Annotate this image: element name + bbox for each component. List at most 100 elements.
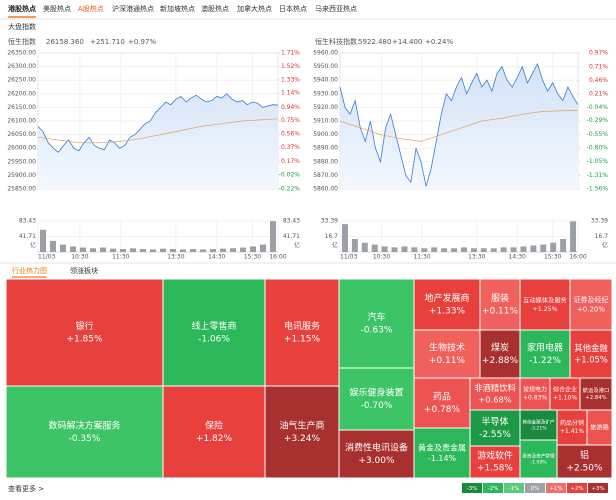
index-name: 恒生科技指数 <box>315 37 357 46</box>
tile-bg <box>569 278 613 331</box>
tile-name: 电讯服务 <box>284 320 320 332</box>
heat-tile[interactable]: 其他金属及矿产-3.21% <box>519 409 558 441</box>
tile-name: 证券及经纪 <box>574 295 609 304</box>
heat-tile[interactable]: 常规电力+0.83% <box>519 377 551 411</box>
heat-tile[interactable]: 黄金及贵金属 -1.14% <box>413 427 471 479</box>
y2-tick-label: 1.14% <box>281 90 300 97</box>
heat-tile[interactable]: 消费性电讯设备 +3.00% <box>338 429 415 479</box>
heat-tile[interactable]: 汽车 -0.63% <box>338 278 415 369</box>
y2-tick-label: 0.97% <box>589 50 608 57</box>
x-tick-label: 14:30 <box>509 254 526 261</box>
tile-bg <box>556 409 588 446</box>
series-line <box>37 118 279 144</box>
y-tick-label: 26200.00 <box>7 90 36 97</box>
heatmap-tab[interactable]: 领涨板块 <box>70 266 98 275</box>
y-tick-label: 5940.00 <box>313 77 338 84</box>
tile-change: +1.33% <box>429 306 466 316</box>
tile-name: 旅游路 <box>590 423 609 432</box>
index-change: +251.710 <box>90 38 125 46</box>
index-change: +14.400 <box>392 38 422 46</box>
tile-bg <box>469 377 521 411</box>
tile-bg <box>5 278 164 387</box>
y2-tick-label: -1.31% <box>587 172 609 179</box>
tile-bg <box>413 329 481 379</box>
heat-tile[interactable]: 电讯服务 +1.15% <box>264 278 340 387</box>
tile-name: 油气生产商 <box>279 420 324 432</box>
legend-swatch <box>483 483 503 493</box>
heat-tile[interactable]: 地产发展商 +1.33% <box>413 278 481 331</box>
index-price: 26158.360 <box>46 38 84 46</box>
x-tick-label: 14:30 <box>208 254 225 261</box>
tile-name: 综合企业 <box>553 386 577 394</box>
tab[interactable]: 美股热点 <box>43 4 71 13</box>
y2-tick-label: -0.22% <box>279 186 301 193</box>
heat-tile[interactable]: 数码解决方案服务 -0.35% <box>5 385 164 479</box>
tile-change: -0.35% <box>69 434 101 444</box>
heat-tile[interactable]: 航运及港口+2.84% <box>579 377 613 411</box>
x-tick-label: 16:00 <box>569 254 586 261</box>
heat-tile[interactable]: 投资及资产管理-1.09% <box>519 439 558 479</box>
heat-tile[interactable]: 油气生产商 +3.24% <box>264 385 340 479</box>
heat-tile[interactable]: 生物技术 +0.11% <box>413 329 481 379</box>
footer-link[interactable]: 查看更多 > <box>8 484 44 493</box>
x-tick-label: 15:30 <box>244 254 261 261</box>
volume-bar <box>160 248 166 252</box>
tab[interactable]: 日本热点 <box>279 4 307 13</box>
volume-bar <box>120 249 126 252</box>
heat-tile[interactable]: 半导体 -2.55% <box>469 409 521 447</box>
volume-tick-label: 16.7 <box>325 233 339 240</box>
volume-bar <box>270 221 276 252</box>
heat-tile[interactable]: 证券及经纪+0.20% <box>569 278 613 331</box>
volume-bar <box>80 247 86 252</box>
y2-tick-label: -0.55% <box>587 131 609 138</box>
tile-bg <box>338 367 415 431</box>
tab[interactable]: A股热点 <box>78 4 104 13</box>
heat-tile[interactable]: 旅游路 <box>586 409 613 446</box>
volume-tick-label: 41.71 <box>283 233 300 240</box>
volume-bar <box>460 247 467 252</box>
volume-bar <box>150 249 156 252</box>
heat-tile[interactable]: 其他金融+1.05% <box>569 329 613 379</box>
y2-tick-label: -0.80% <box>587 145 609 152</box>
volume-tick-label: 83.43 <box>19 218 36 225</box>
tab[interactable]: 沪深港通热点 <box>112 4 154 13</box>
tab[interactable]: 澳股热点 <box>201 4 229 13</box>
legend-swatch <box>525 483 545 493</box>
heat-tile[interactable]: 服装 +0.11% <box>479 278 521 331</box>
heat-tile[interactable]: 线上零售商 -1.06% <box>162 278 266 387</box>
tab[interactable]: 新加坡热点 <box>160 4 195 13</box>
y2-tick-label: 1.33% <box>281 76 300 83</box>
heat-tile[interactable]: 银行 +1.85% <box>5 278 164 387</box>
x-tick-label: 11/03 <box>340 254 357 261</box>
tile-change: +1.05% <box>574 354 608 364</box>
heat-tile[interactable]: 铝 +2.50% <box>556 444 613 479</box>
tab[interactable]: 马来西亚热点 <box>315 4 357 13</box>
heat-tile[interactable]: 药品 +0.78% <box>413 377 471 429</box>
heat-tile[interactable]: 煤炭 +2.88% <box>479 329 521 379</box>
tile-bg <box>469 445 521 479</box>
y2-tick-label: 0.17% <box>281 158 300 165</box>
x-tick-label: 15:30 <box>544 254 561 261</box>
heat-tile[interactable]: 娱乐健身装置 -0.70% <box>338 367 415 431</box>
heat-tile[interactable]: 家用电器 -1.22% <box>519 329 571 379</box>
heat-tile[interactable]: 药品分销+1.41% <box>556 409 588 446</box>
y2-tick-label: -0.02% <box>279 171 301 178</box>
volume-bar <box>381 246 388 252</box>
heat-tile[interactable]: 综合企业+1.10% <box>549 377 581 411</box>
volume-bar <box>570 221 577 252</box>
x-tick-label: 11:30 <box>413 254 430 261</box>
tile-change: -1.14% <box>428 454 457 463</box>
heatmap-tab[interactable]: 行业热力图 <box>12 266 47 275</box>
x-tick-label: 16:00 <box>269 254 286 261</box>
heat-tile[interactable]: 保险 +1.82% <box>162 385 266 479</box>
volume-bar <box>391 247 398 252</box>
heat-tile[interactable]: 非酒精饮料+0.68% <box>469 377 521 411</box>
volume-unit: 亿 <box>332 242 338 250</box>
tab[interactable]: 港股热点 <box>8 4 36 13</box>
tile-bg <box>549 377 581 411</box>
tile-change: +2.50% <box>566 463 603 473</box>
heat-tile[interactable]: 互动媒体及服务 +1.25% <box>519 278 571 331</box>
heat-tile[interactable]: 游戏软件 +1.58% <box>469 445 521 479</box>
tab[interactable]: 加拿大热点 <box>237 4 272 13</box>
y2-tick-label: 0.46% <box>589 77 608 84</box>
